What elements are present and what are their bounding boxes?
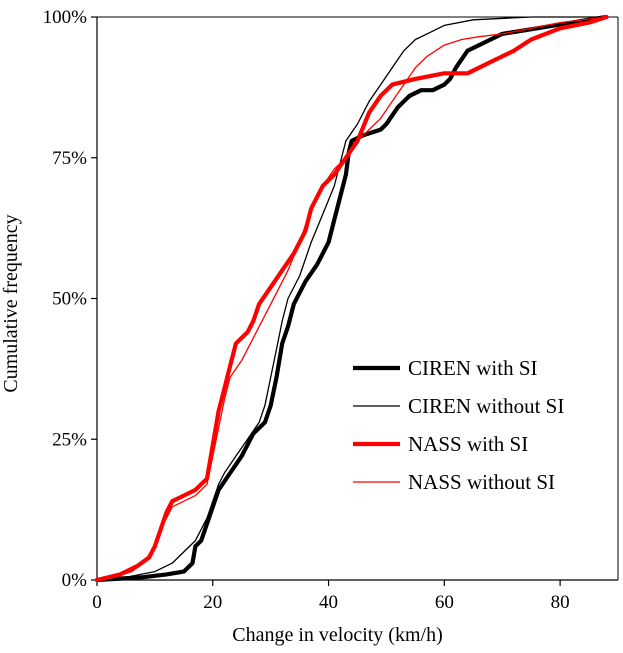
x-tick-label: 0 — [92, 592, 102, 613]
y-axis-title: Cumulative frequency — [0, 214, 22, 392]
x-tick-label: 40 — [319, 592, 338, 613]
legend-label: NASS without SI — [408, 470, 555, 494]
legend-label: CIREN without SI — [408, 394, 564, 418]
series-line-nass-without-si — [96, 16, 608, 581]
legend-label: CIREN with SI — [408, 356, 538, 380]
x-tick-label: 60 — [435, 592, 454, 613]
axes: 0% 25% 50% 75% 100% 0 20 40 60 80 — [43, 7, 619, 613]
legend: CIREN with SI CIREN without SI NASS with S… — [353, 356, 564, 494]
x-tick-label: 20 — [203, 592, 222, 613]
y-tick-label: 25% — [52, 429, 87, 450]
series-line-nass-with-si — [94, 14, 609, 583]
legend-label: NASS with SI — [408, 432, 528, 456]
y-tick-label: 50% — [52, 289, 87, 310]
y-tick-label: 0% — [62, 570, 88, 591]
series-line-ciren-with-si — [94, 14, 609, 583]
x-axis-title: Change in velocity (km/h) — [232, 624, 443, 646]
y-tick-label: 100% — [43, 7, 88, 28]
y-tick-label: 75% — [52, 148, 87, 169]
series-line-ciren-without-si — [96, 16, 608, 581]
x-tick-label: 80 — [551, 592, 570, 613]
series-layer — [94, 14, 609, 583]
